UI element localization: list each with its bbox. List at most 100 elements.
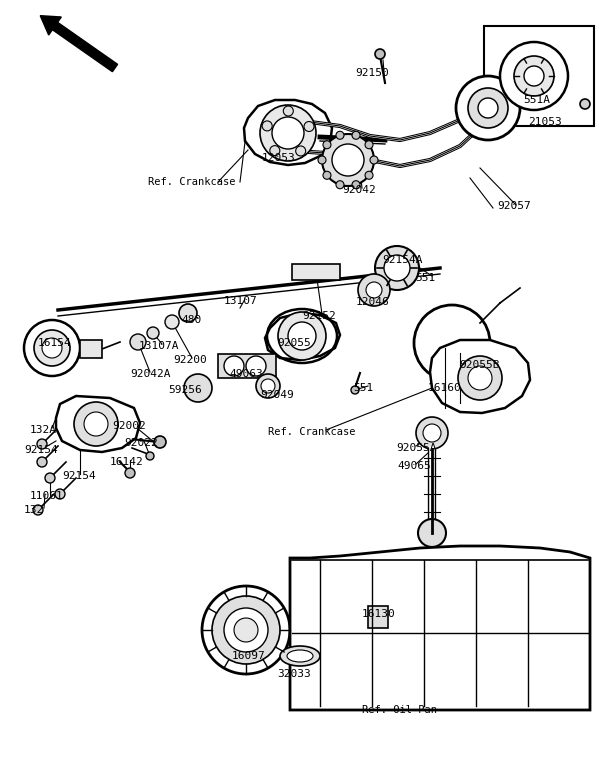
Text: 92002: 92002 [112,421,146,431]
Text: 16142: 16142 [110,457,144,467]
Circle shape [332,144,364,176]
Circle shape [514,56,554,96]
Circle shape [224,608,268,652]
Text: 92150: 92150 [355,68,389,78]
Circle shape [336,131,344,139]
Circle shape [270,145,280,156]
Circle shape [304,121,314,131]
Circle shape [246,356,266,376]
Circle shape [323,171,331,179]
Circle shape [500,42,568,110]
Text: 132: 132 [24,505,44,515]
Polygon shape [430,340,530,413]
Circle shape [256,374,280,398]
Bar [80,340,102,358]
Circle shape [468,88,508,128]
Text: 92057: 92057 [497,201,531,211]
Text: 49065: 49065 [397,461,431,471]
Text: 11061: 11061 [30,491,64,501]
Polygon shape [244,100,332,165]
Circle shape [260,105,316,161]
Circle shape [365,141,373,149]
Circle shape [468,366,492,390]
Text: 49063: 49063 [229,369,263,379]
Text: 13107A: 13107A [139,341,179,351]
Circle shape [130,334,146,350]
Circle shape [524,66,544,86]
Polygon shape [56,396,140,452]
Circle shape [416,417,448,449]
Ellipse shape [280,646,320,666]
Circle shape [365,171,373,179]
Text: Ref. Crankcase: Ref. Crankcase [268,427,355,437]
Bar [368,606,388,628]
Circle shape [478,98,498,118]
Circle shape [352,180,360,189]
Circle shape [55,489,65,499]
Circle shape [366,282,382,298]
Text: 13107: 13107 [224,296,258,306]
Text: 92154: 92154 [62,471,96,481]
Circle shape [351,386,359,394]
Circle shape [418,519,446,547]
Circle shape [423,424,441,442]
Text: 12046: 12046 [356,297,390,307]
Circle shape [37,439,47,449]
Circle shape [165,315,179,329]
Text: Ref. Oil Pan: Ref. Oil Pan [362,705,437,715]
Polygon shape [290,546,590,710]
Circle shape [146,452,154,460]
Text: 551: 551 [415,273,435,283]
Text: 551A: 551A [523,95,550,105]
Circle shape [45,473,55,483]
Text: 480: 480 [181,315,201,325]
Circle shape [74,402,118,446]
Text: 16130: 16130 [362,609,396,619]
Text: 92154A: 92154A [382,255,422,265]
Text: 132A: 132A [30,425,57,435]
Bar [218,354,276,378]
Circle shape [33,505,43,515]
Circle shape [179,304,197,322]
Text: 32033: 32033 [277,669,311,679]
Circle shape [318,156,326,164]
Text: 59256: 59256 [168,385,202,395]
Circle shape [202,586,290,674]
Circle shape [24,320,80,376]
Circle shape [375,49,385,59]
Circle shape [262,121,272,131]
Circle shape [336,180,344,189]
Text: 92042: 92042 [342,185,376,195]
Text: 92200: 92200 [173,355,207,365]
Circle shape [580,99,590,109]
Circle shape [272,117,304,149]
Circle shape [34,330,70,366]
Circle shape [322,134,374,186]
Text: 92154: 92154 [24,445,58,455]
Text: 92055: 92055 [277,338,311,348]
Circle shape [288,322,316,350]
Circle shape [154,436,166,448]
Text: 16097: 16097 [232,651,266,661]
Circle shape [296,146,305,156]
Text: 92049: 92049 [260,390,294,400]
Circle shape [84,412,108,436]
Circle shape [37,457,47,467]
Circle shape [147,327,159,339]
Ellipse shape [287,650,313,662]
FancyArrow shape [40,16,118,72]
Bar [292,264,340,280]
Text: 12053: 12053 [262,153,296,163]
Circle shape [352,131,360,139]
Circle shape [234,618,258,642]
Text: 92152: 92152 [302,311,336,321]
Text: 551: 551 [353,383,373,393]
Circle shape [323,141,331,149]
Text: Ref. Crankcase: Ref. Crankcase [148,177,235,187]
Text: 92022: 92022 [124,438,158,448]
Text: 21053: 21053 [528,117,562,127]
Text: 92042A: 92042A [130,369,170,379]
Circle shape [278,312,326,360]
Polygon shape [265,313,340,360]
Text: 16154: 16154 [38,338,72,348]
